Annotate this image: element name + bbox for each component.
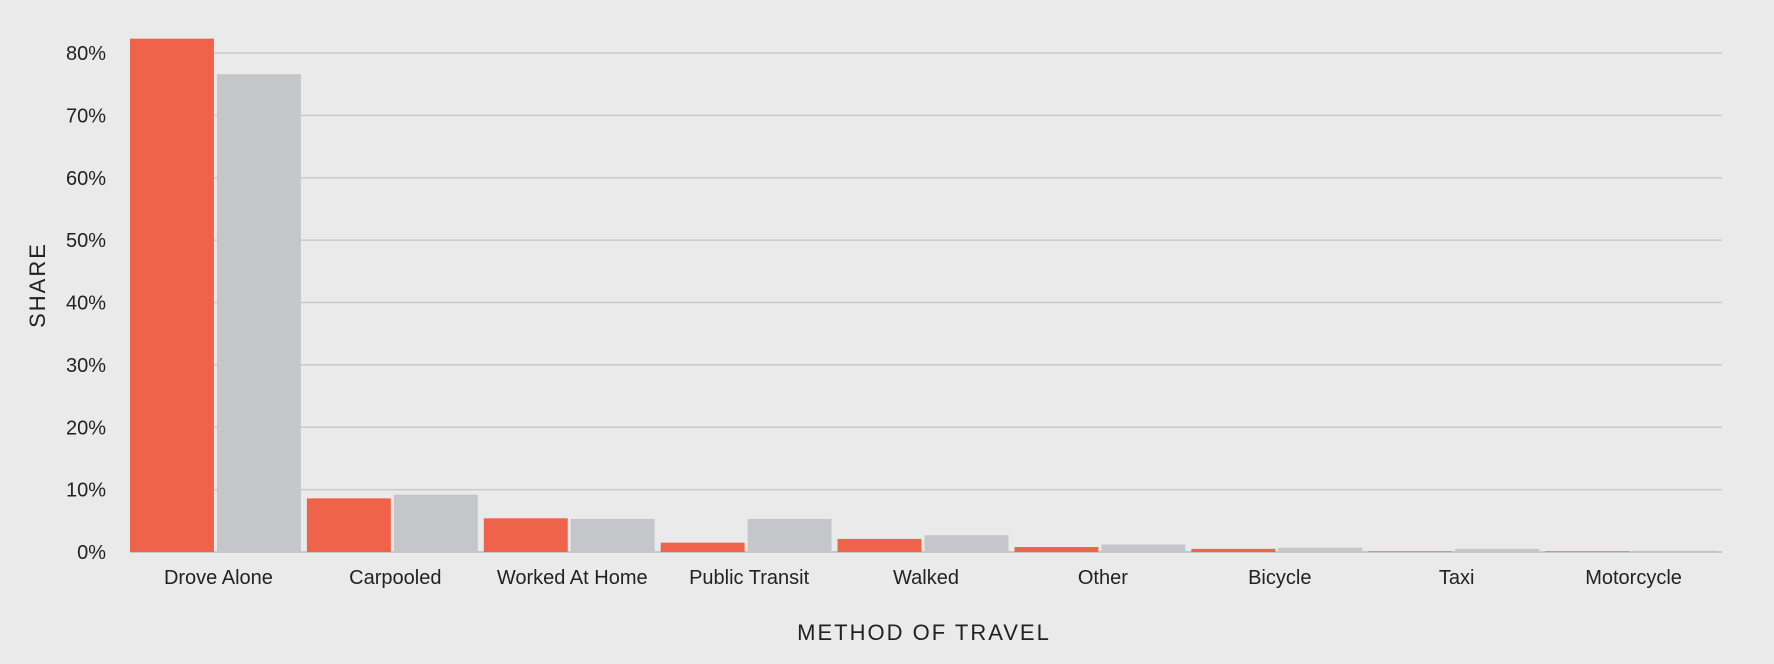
y-tick-label: 30% xyxy=(66,355,106,377)
bar-series2 xyxy=(216,74,301,553)
bars xyxy=(130,38,1716,553)
y-tick-label: 40% xyxy=(66,293,106,315)
bar-series2 xyxy=(1278,547,1363,552)
bar-series1 xyxy=(837,538,922,552)
y-tick-label: 0% xyxy=(77,542,106,564)
x-tick-label: Other xyxy=(1078,567,1128,589)
y-tick-labels: 0% 10% 20% 30% 40% 50% 60% 70% 80% xyxy=(66,43,106,564)
bar-series2 xyxy=(393,494,478,552)
x-tick-label: Motorcycle xyxy=(1585,567,1682,589)
x-axis-title: METHOD OF TRAVEL xyxy=(797,620,1051,645)
y-axis-title: SHARE xyxy=(25,242,50,328)
bar-series1 xyxy=(660,542,745,552)
bar-series2 xyxy=(1455,548,1540,552)
y-tick-label: 10% xyxy=(66,480,106,502)
bar-series1 xyxy=(1191,548,1276,552)
bar-series1 xyxy=(1545,551,1630,552)
x-tick-label: Walked xyxy=(893,567,959,589)
bar-series1 xyxy=(483,518,568,552)
bar-series2 xyxy=(924,535,1009,552)
y-tick-label: 60% xyxy=(66,168,106,190)
y-tick-label: 70% xyxy=(66,105,106,127)
bar-series2 xyxy=(1632,550,1716,552)
x-tick-label: Worked At Home xyxy=(497,567,648,589)
bar-series2 xyxy=(570,518,655,552)
x-tick-labels: Drove Alone Carpooled Worked At Home Public… xyxy=(164,567,1682,589)
bar-series1 xyxy=(1014,547,1099,552)
bar-series1 xyxy=(1368,551,1453,552)
bar-series1 xyxy=(130,38,214,553)
x-tick-label: Taxi xyxy=(1439,567,1475,589)
bar-series2 xyxy=(1101,544,1186,552)
bar-series1 xyxy=(306,498,391,552)
x-tick-label: Public Transit xyxy=(689,567,809,589)
y-tick-label: 80% xyxy=(66,43,106,65)
x-tick-label: Carpooled xyxy=(349,567,441,589)
x-tick-label: Drove Alone xyxy=(164,567,273,589)
y-tick-label: 50% xyxy=(66,230,106,252)
y-tick-label: 20% xyxy=(66,417,106,439)
gridlines xyxy=(130,52,1722,553)
bar-series2 xyxy=(747,518,832,552)
x-tick-label: Bicycle xyxy=(1248,567,1311,589)
